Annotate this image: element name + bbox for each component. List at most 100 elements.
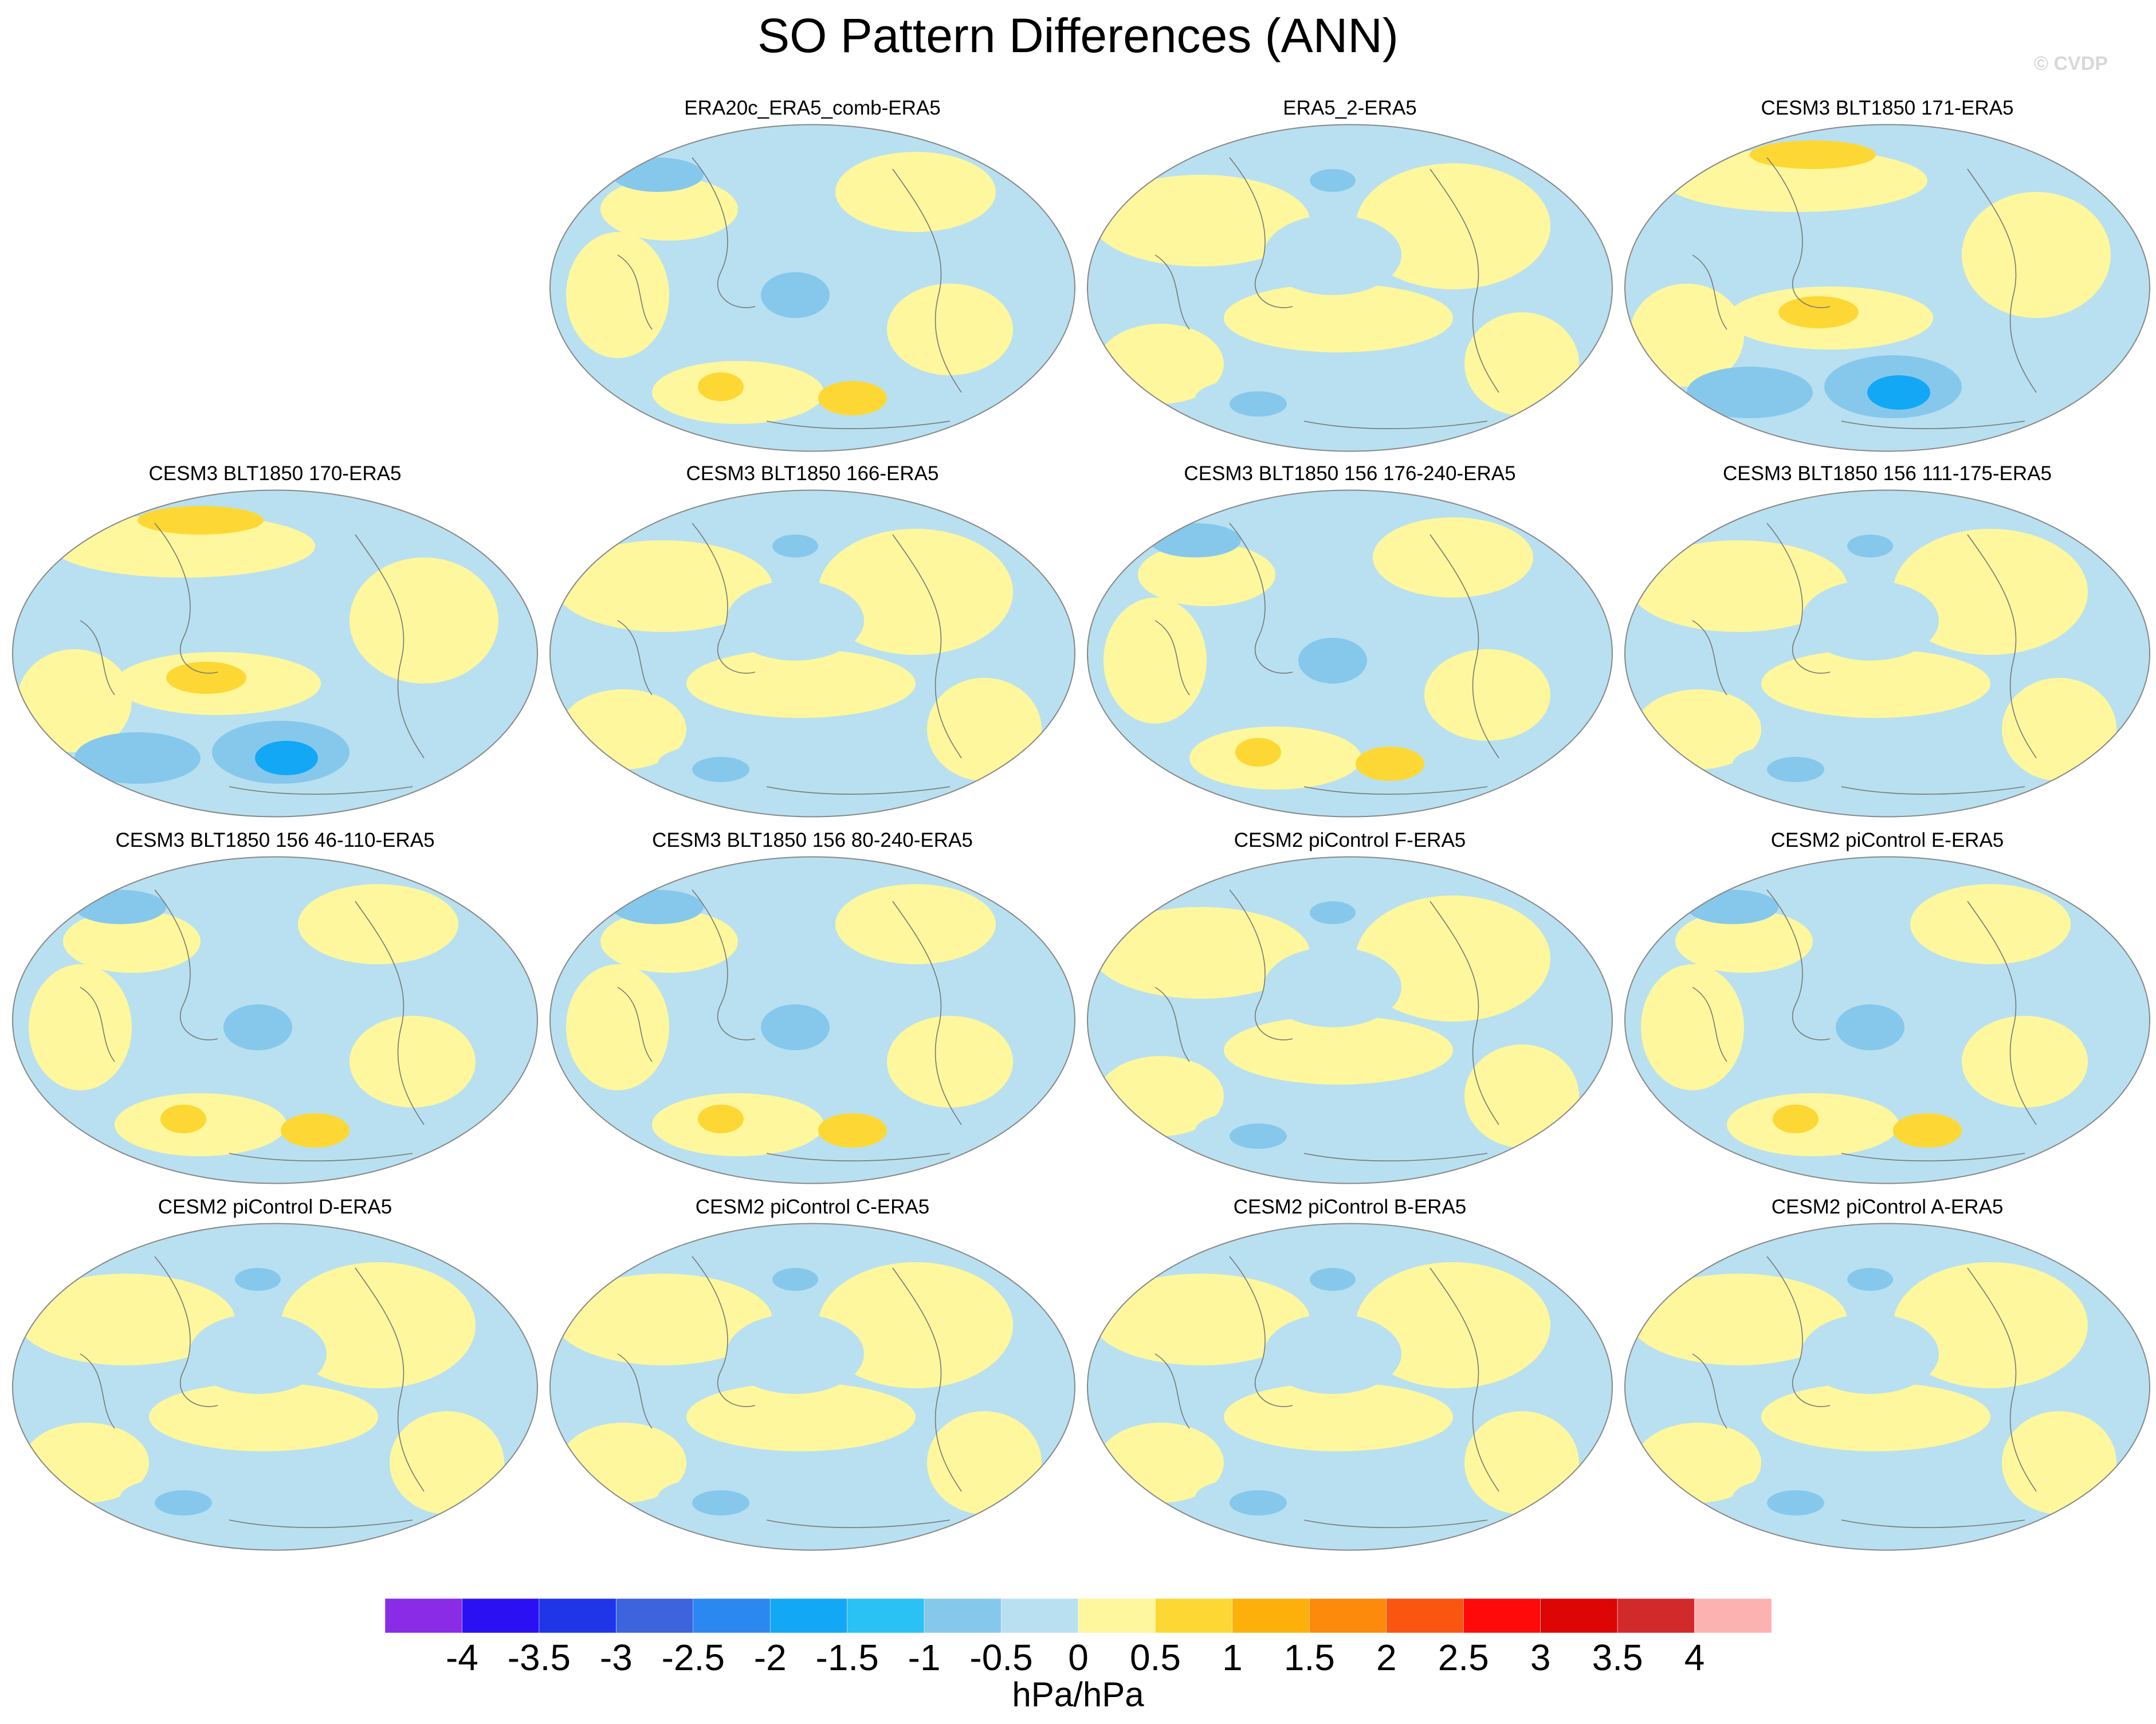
anomaly-contour [74,732,201,784]
anomaly-contour [1629,284,1744,387]
colorbar-tick-label: -1.5 [815,1637,879,1678]
anomaly-contour [1230,1490,1287,1515]
anomaly-contour [686,1383,916,1451]
coastline [1692,889,2037,1161]
anomaly-contour [160,1105,206,1133]
anomaly-contour [155,1490,212,1515]
colorbar-tick-label: -2.5 [661,1637,725,1678]
anomaly-contour [281,1262,476,1388]
anomaly-contour [1224,1383,1453,1451]
anomaly-contour [1778,296,1859,328]
globe-map [1087,856,1613,1184]
anomaly-contour [1767,757,1824,782]
anomaly-contour [887,1016,1013,1108]
anomaly-contour [1910,884,2071,964]
colorbar-swatch [1309,1599,1387,1633]
anomaly-contour [726,580,864,661]
anomaly-contour [29,964,132,1090]
panel-title: CESM2 piControl A-ERA5 [1771,1196,2004,1218]
anomaly-contour [390,1411,504,1514]
anomaly-contour [1230,1124,1287,1149]
colorbar-swatch [616,1599,694,1633]
map-panel: CESM3 BLT1850 156 176-240-ERA5 [1081,460,1619,824]
panel-title: CESM3 BLT1850 156 176-240-ERA5 [1184,462,1516,485]
anomaly-contour [1801,1314,1939,1394]
anomaly-contour [761,272,830,318]
anomaly-contour [726,1314,864,1394]
anomaly-contour [927,678,1042,781]
anomaly-contour [835,884,996,964]
anomaly-contour [698,372,744,401]
anomaly-contour [1773,1105,1819,1133]
map-panel: CESM2 piControl A-ERA5 [1618,1193,2156,1557]
anomaly-contour [1847,1268,1893,1291]
coastline [80,889,425,1161]
colorbar-tick-label: -0.5 [969,1637,1033,1678]
colorbar-tick-label: 0.5 [1129,1637,1181,1678]
panel-title: CESM3 BLT1850 170-ERA5 [148,462,402,485]
colorbar-swatch [539,1599,616,1633]
map-panel: CESM3 BLT1850 166-ERA5 [543,460,1082,824]
map-panel: ERA5_2-ERA5 [1081,95,1619,458]
globe-map [1624,489,2150,818]
coastline [1154,1256,1499,1528]
anomaly-contour [223,1004,292,1050]
map-panel: CESM2 piControl F-ERA5 [1081,827,1619,1191]
anomaly-contour [298,884,458,964]
map-panel: CESM3 BLT1850 156 80-240-ERA5 [543,827,1082,1191]
globe-map [12,1223,538,1551]
anomaly-contour [612,890,704,924]
anomaly-contour [761,1004,830,1050]
panel-title: CESM3 BLT1850 171-ERA5 [1761,97,2014,119]
anomaly-contour [835,152,996,232]
globe-map [1087,489,1613,818]
map-panel: CESM2 piControl E-ERA5 [1618,827,2156,1191]
panel-title: CESM2 piControl D-ERA5 [158,1196,392,1218]
anomaly-contour [1962,1016,2088,1108]
panel-title: CESM2 piControl C-ERA5 [695,1196,930,1218]
colorbar-tick-label: 4 [1684,1637,1705,1678]
anomaly-contour [1264,1314,1401,1394]
colorbar-tick-label: -4 [445,1637,478,1678]
map-panel: CESM3 BLT1850 171-ERA5 [1618,95,2156,458]
colorbar-tick-label: 1.5 [1283,1637,1335,1678]
anomaly-contour [166,662,246,694]
anomaly-contour [255,741,318,775]
colorbar-tick-label: 3 [1530,1637,1551,1678]
anomaly-contour [818,381,887,415]
anomaly-contour [1893,1262,2088,1388]
colorbar [385,1599,1772,1633]
globe-map [1624,124,2150,452]
colorbar-tick-label: 1 [1222,1637,1243,1678]
anomaly-contour [1464,1044,1579,1148]
anomaly-contour [1687,367,1813,418]
globe-map [549,124,1075,452]
colorbar-tick-label: 2 [1376,1637,1397,1678]
panel-title: CESM2 piControl E-ERA5 [1770,829,2004,851]
anomaly-contour [349,1016,476,1108]
colorbar-swatch [1617,1599,1695,1633]
panel-title: CESM3 BLT1850 156 46-110-ERA5 [115,829,435,851]
map-panel: CESM3 BLT1850 156 46-110-ERA5 [6,827,544,1191]
anomaly-contour [1675,910,1813,973]
anomaly-contour [818,1262,1013,1388]
anomaly-contour [1464,312,1579,415]
anomaly-contour [692,757,749,782]
coastline [1154,523,1499,795]
anomaly-contour [1224,284,1453,352]
anomaly-contour [818,1113,887,1148]
globe-map [1087,1223,1613,1551]
anomaly-contour [1424,649,1550,741]
map-panel: CESM2 piControl C-ERA5 [543,1193,1082,1557]
anomaly-contour [692,1490,749,1515]
colorbar-swatch [462,1599,540,1633]
anomaly-contour [1847,535,1893,557]
anomaly-contour [698,1105,744,1133]
coastline [1154,157,1499,429]
anomaly-contour [1687,890,1778,924]
colorbar-swatch [1386,1599,1464,1633]
colorbar-swatch [1540,1599,1618,1633]
colorbar-swatch [385,1599,462,1633]
anomaly-contour [1103,598,1207,724]
anomaly-contour [349,557,498,684]
